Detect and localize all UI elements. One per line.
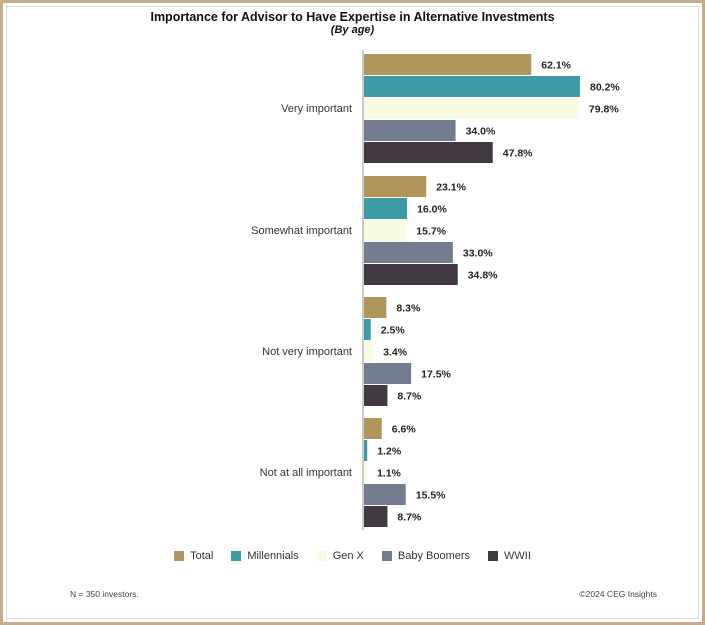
bar-millennials	[364, 319, 371, 340]
bar-baby-boomers	[364, 484, 406, 505]
legend-label-total: Total	[190, 550, 214, 562]
data-label: 1.1%	[377, 468, 402, 480]
chart-title: Importance for Advisor to Have Expertise…	[150, 10, 555, 24]
bar-total	[364, 54, 532, 75]
category-label: Not at all important	[260, 467, 352, 479]
data-label: 79.8%	[589, 104, 619, 116]
data-label: 34.0%	[466, 126, 496, 138]
legend-item-gen-x: Gen X	[316, 550, 364, 562]
legend-item-baby-boomers: Baby Boomers	[381, 550, 471, 562]
data-label: 2.5%	[381, 325, 406, 337]
data-label: 8.7%	[397, 391, 422, 403]
data-label: 16.0%	[417, 204, 447, 216]
bar-wwii	[364, 142, 493, 163]
bar-millennials	[364, 198, 408, 219]
legend-swatch-baby-boomers	[381, 551, 392, 561]
legend-label-baby-boomers: Baby Boomers	[397, 550, 471, 562]
legend-item-wwii: WWII	[488, 550, 531, 562]
data-label: 34.8%	[468, 270, 498, 282]
chart-frame-inner	[6, 6, 699, 619]
data-label: 8.7%	[397, 512, 422, 524]
legend-swatch-wwii	[488, 551, 499, 561]
data-label: 33.0%	[463, 248, 493, 260]
category-label: Somewhat important	[251, 225, 352, 237]
legend: Total Millennials Gen X Baby Boomers WWI…	[0, 550, 705, 562]
data-label: 15.5%	[416, 490, 446, 502]
bar-wwii	[364, 264, 458, 285]
bar-millennials	[364, 440, 368, 461]
legend-label-millennials: Millennials	[247, 550, 299, 562]
data-label: 47.8%	[503, 148, 533, 160]
data-label: 15.7%	[416, 226, 446, 238]
bar-baby-boomers	[364, 242, 453, 263]
legend-swatch-millennials	[231, 551, 242, 561]
bar-total	[364, 297, 387, 318]
bar-millennials	[364, 76, 580, 97]
data-label: 62.1%	[541, 60, 571, 72]
copyright-source: ©2024 CEG Insights	[579, 589, 657, 599]
data-label: 6.6%	[392, 424, 417, 436]
bar-wwii	[364, 385, 388, 406]
legend-label-gen-x: Gen X	[332, 550, 364, 562]
bar-gen-x	[364, 220, 407, 241]
legend-item-total: Total	[174, 550, 213, 562]
data-label: 1.2%	[377, 446, 402, 458]
bar-wwii	[364, 506, 388, 527]
legend-item-millennials: Millennials	[231, 550, 299, 562]
data-label: 8.3%	[396, 303, 421, 315]
legend-swatch-gen-x	[316, 551, 327, 561]
legend-swatch-total	[174, 551, 185, 561]
bar-gen-x	[364, 98, 579, 119]
category-label: Not very important	[262, 346, 352, 358]
bar-total	[364, 176, 427, 197]
data-label: 3.4%	[383, 347, 408, 359]
chart-subtitle: (By age)	[330, 24, 375, 36]
bar-gen-x	[364, 462, 367, 483]
sample-size-note: N = 350 investors.	[70, 589, 139, 599]
category-label: Very important	[281, 103, 352, 115]
bar-baby-boomers	[364, 363, 412, 384]
bar-gen-x	[364, 341, 374, 362]
legend-label-wwii: WWII	[504, 550, 531, 562]
bar-baby-boomers	[364, 120, 456, 141]
data-label: 17.5%	[421, 369, 451, 381]
data-label: 23.1%	[436, 182, 466, 194]
data-label: 80.2%	[590, 82, 620, 94]
bar-total	[364, 418, 382, 439]
